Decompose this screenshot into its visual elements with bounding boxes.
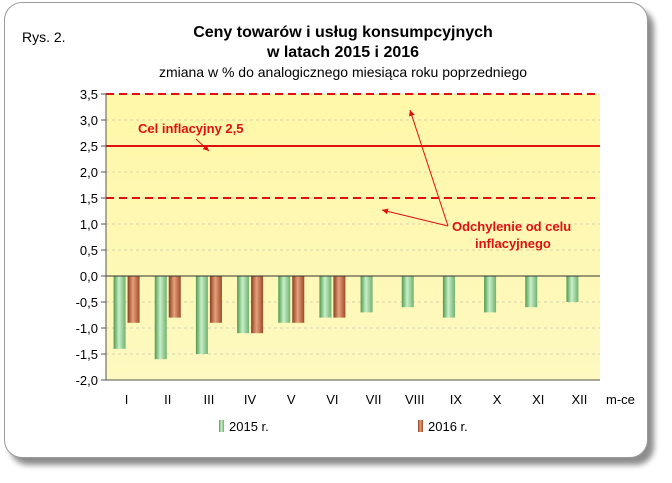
reference-lines bbox=[106, 93, 600, 199]
deviation-annotation-line2: inflacyjnego bbox=[475, 236, 551, 251]
y-tick-label: 3,0 bbox=[80, 113, 98, 128]
x-tick-label: XII bbox=[571, 392, 587, 407]
bar-2015-IX bbox=[442, 276, 455, 318]
y-tick-label: 2,5 bbox=[80, 139, 98, 154]
y-tick-label: -1,0 bbox=[76, 321, 98, 336]
bar-2016-VI bbox=[333, 276, 346, 318]
y-tick-label: -1,5 bbox=[76, 347, 98, 362]
y-tick-label: 1,0 bbox=[80, 217, 98, 232]
bar-2015-VII bbox=[360, 276, 373, 313]
bar-2015-V bbox=[278, 276, 291, 323]
y-tick-label: -0,5 bbox=[76, 295, 98, 310]
y-tick-label: 2,0 bbox=[80, 165, 98, 180]
bar-2015-IV bbox=[237, 276, 250, 334]
bar-2015-XII bbox=[566, 276, 579, 302]
bar-2016-V bbox=[292, 276, 305, 323]
x-tick-label: VII bbox=[366, 392, 382, 407]
chart-subtitle: zmiana w % do analogicznego miesiąca rok… bbox=[159, 64, 527, 80]
target-arrow bbox=[195, 138, 210, 152]
bar-2015-III bbox=[195, 276, 208, 354]
x-tick-label: X bbox=[493, 392, 502, 407]
figure-label: Rys. 2. bbox=[22, 29, 66, 45]
x-tick-label: II bbox=[164, 392, 171, 407]
bar-2015-X bbox=[484, 276, 497, 313]
y-tick-label: 1,5 bbox=[80, 191, 98, 206]
x-tick-label: V bbox=[287, 392, 296, 407]
legend-swatch-2016 bbox=[418, 420, 423, 432]
legend-swatch-2015 bbox=[219, 420, 224, 432]
chart-title-line2: w latach 2015 i 2016 bbox=[266, 44, 419, 61]
x-tick-label: VI bbox=[326, 392, 338, 407]
bar-2015-I bbox=[113, 276, 126, 349]
legend-label-2016: 2016 r. bbox=[428, 419, 468, 434]
plot-area bbox=[106, 94, 600, 380]
deviation-annotation-line1: Odchylenie od celu bbox=[452, 219, 571, 234]
x-axis-label: m-ce bbox=[606, 392, 635, 407]
deviation-arrow-upper bbox=[409, 109, 449, 227]
x-tick-label: III bbox=[203, 392, 214, 407]
x-axis-ticks: I II III IV V VI VII VIII IX X XI XII bbox=[125, 392, 588, 407]
bar-2016-III bbox=[209, 276, 222, 323]
bar-2015-VI bbox=[319, 276, 332, 318]
bar-2015-VIII bbox=[401, 276, 414, 308]
y-tick-label: 3,5 bbox=[80, 87, 98, 102]
legend-label-2015: 2015 r. bbox=[229, 419, 269, 434]
bar-2016-IV bbox=[251, 276, 264, 334]
x-tick-label: IV bbox=[244, 392, 257, 407]
bar-2015-II bbox=[154, 276, 167, 360]
deviation-arrow-lower bbox=[381, 208, 449, 227]
chart-title: Ceny towarów i usług konsumpcyjnych bbox=[193, 24, 493, 41]
x-tick-label: I bbox=[125, 392, 129, 407]
y-tick-label: 0,0 bbox=[80, 269, 98, 284]
x-tick-label: XI bbox=[532, 392, 544, 407]
x-tick-label: IX bbox=[450, 392, 463, 407]
target-annotation: Cel inflacyjny 2,5 bbox=[138, 121, 244, 136]
bar-2015-XI bbox=[525, 276, 538, 308]
y-tick-label: 0,5 bbox=[80, 243, 98, 258]
legend: 2015 r. 2016 r. bbox=[219, 419, 468, 434]
y-axis-ticks: 3,5 3,0 2,5 2,0 1,5 1,0 0,5 0,0 -0,5 -1,0 -1,5 -2,0 bbox=[76, 87, 106, 388]
bar-2016-II bbox=[168, 276, 181, 318]
x-tick-label: VIII bbox=[405, 392, 425, 407]
y-tick-label: -2,0 bbox=[76, 373, 98, 388]
bar-2016-I bbox=[127, 276, 140, 323]
bars bbox=[106, 275, 600, 360]
